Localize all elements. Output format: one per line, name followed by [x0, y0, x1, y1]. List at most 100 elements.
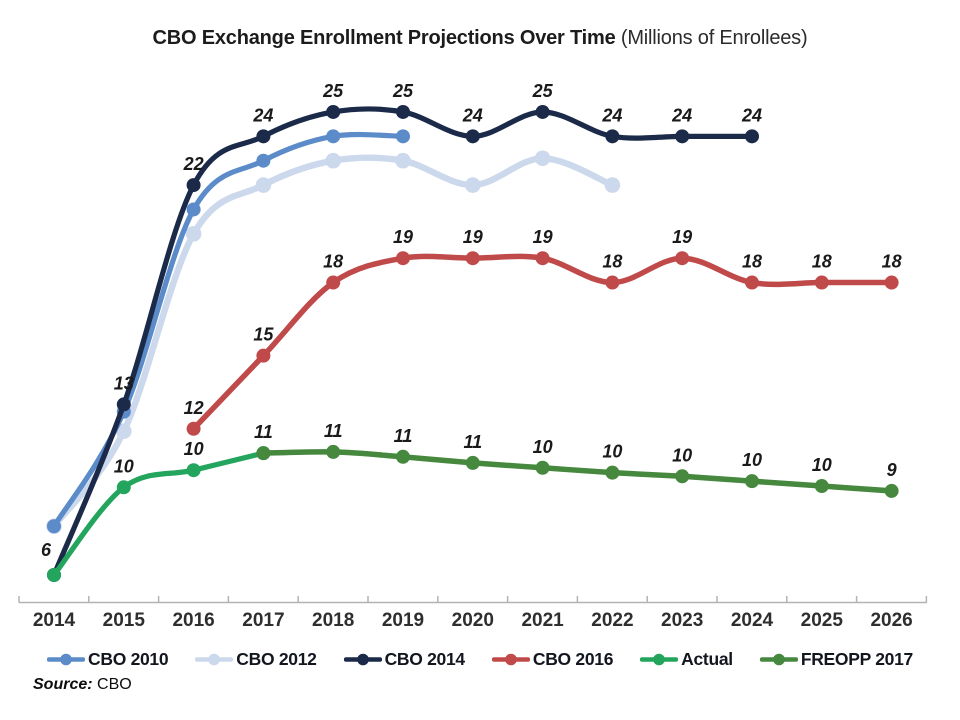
data-point-cbo-2014-2017 [256, 129, 271, 144]
data-label-freopp-2017-2021: 10 [533, 437, 553, 457]
legend-swatch-icon-cbo-2014 [343, 653, 382, 666]
data-point-freopp-2017-2019 [396, 449, 410, 464]
data-label-cbo-2014-2017: 24 [252, 105, 273, 125]
legend-dot-cbo-2010 [60, 653, 72, 666]
series-cbo-2012 [46, 150, 621, 535]
data-label-cbo-2016-2023: 19 [672, 227, 692, 247]
data-label-cbo-2014-2015: 13 [114, 373, 134, 393]
data-label-cbo-2016-2017: 15 [253, 325, 274, 345]
data-label-cbo-2016-2019: 19 [393, 227, 413, 247]
data-label-cbo-2014-2021: 25 [532, 81, 554, 101]
legend-item-actual: Actual [640, 649, 733, 670]
series-line-cbo-2014 [51, 106, 755, 578]
legend-dot-cbo-2016 [505, 653, 517, 666]
data-point-cbo-2014-2023 [675, 129, 690, 144]
data-label-cbo-2016-2020: 19 [463, 227, 483, 247]
data-label-freopp-2017-2019: 11 [394, 426, 413, 446]
data-point-cbo-2012-2020 [465, 177, 481, 193]
source-note: Source: CBO [33, 676, 132, 694]
data-point-cbo-2012-2017 [255, 177, 272, 193]
data-point-cbo-2016-2026 [884, 275, 899, 290]
data-label-cbo-2016-2024: 18 [742, 252, 762, 272]
data-point-cbo-2012-2015 [116, 423, 132, 440]
data-label-cbo-2014-2019: 25 [392, 81, 414, 101]
data-point-freopp-2017-2018 [326, 444, 341, 459]
x-axis: 2014 2015 2016 2017 2018 2019 2020 2021 2022 2023… [18, 596, 928, 631]
series-freopp-2017 [256, 444, 899, 498]
data-point-cbo-2010-2014 [47, 519, 61, 534]
data-label-cbo-2016-2018: 18 [323, 252, 343, 272]
data-point-cbo-2010-2017 [256, 153, 271, 168]
data-labels-layer: 13 22 24 25 25 24 25 24 24 24 12 15 18 19 19 19 18 19 18 18… [41, 81, 902, 560]
data-label-freopp-2017-2025: 10 [812, 455, 832, 475]
legend-dot-cbo-2014 [356, 653, 369, 666]
data-point-actual-2016 [186, 463, 201, 478]
legend-label-cbo-2016: CBO 2016 [532, 649, 614, 669]
legend-label-cbo-2014: CBO 2014 [384, 649, 466, 669]
legend-dot-cbo-2012 [208, 653, 221, 666]
x-axis-label-2016: 2016 [172, 610, 214, 631]
data-point-cbo-2016-2021 [535, 251, 550, 266]
data-point-actual-2015 [116, 480, 131, 495]
x-axis-label-2025: 2025 [801, 610, 844, 631]
data-point-cbo-2014-2020 [465, 129, 480, 144]
legend-label-actual: Actual [681, 649, 733, 669]
data-point-freopp-2017-2026 [884, 483, 899, 498]
x-axis-label-2015: 2015 [103, 610, 146, 631]
data-label-freopp-2017-2023: 10 [672, 445, 692, 465]
data-point-cbo-2014-2022 [605, 129, 620, 144]
data-point-cbo-2012-2022 [604, 177, 621, 193]
x-axis-label-2014: 2014 [33, 610, 76, 631]
legend-dot-actual [653, 653, 665, 666]
data-point-cbo-2016-2018 [326, 275, 341, 290]
legend-swatch-icon-cbo-2012 [195, 653, 234, 666]
data-label-cbo-2016-2021: 19 [533, 227, 553, 247]
data-point-cbo-2012-2016 [185, 226, 202, 242]
series-line-cbo-2016 [190, 253, 895, 432]
data-point-cbo-2014-2024 [745, 129, 759, 144]
data-point-cbo-2012-2018 [325, 152, 342, 169]
page-title: CBO Exchange Enrollment Projections Over… [0, 27, 960, 50]
series-cbo-2016 [186, 251, 899, 436]
data-point-cbo-2016-2022 [605, 275, 620, 290]
data-label-freopp-2017-2022: 10 [602, 442, 622, 462]
series-line-cbo-2012 [50, 154, 616, 530]
data-label-cbo-2016-2022: 18 [602, 252, 622, 272]
data-point-cbo-2010-2016 [186, 202, 201, 217]
data-point-cbo-2014-2015 [116, 397, 131, 412]
data-point-cbo-2012-2019 [395, 152, 411, 169]
chart-title-suffix: (Millions of Enrollees) [615, 27, 808, 49]
source-label: Source: [33, 676, 93, 693]
legend-item-freopp-2017: FREOPP 2017 [759, 649, 913, 670]
series-line-actual [51, 450, 266, 578]
legend-item-cbo-2016: CBO 2016 [491, 649, 614, 670]
legend-swatch-icon-cbo-2010 [47, 653, 86, 666]
data-label-actual-2016: 10 [184, 439, 204, 459]
data-label-cbo-2016-2026: 18 [882, 252, 902, 272]
data-point-cbo-2014-2016 [186, 178, 201, 193]
data-point-freopp-2017-2017 [256, 446, 271, 461]
data-point-cbo-2016-2024 [745, 275, 759, 290]
data-point-freopp-2017-2020 [465, 455, 480, 470]
data-label-freopp-2017-2026: 9 [887, 460, 897, 480]
data-label-cbo-2016-2016: 12 [184, 398, 204, 418]
legend-item-cbo-2012: CBO 2012 [195, 649, 317, 670]
legend-item-cbo-2010: CBO 2010 [47, 649, 169, 670]
data-point-cbo-2016-2017 [256, 348, 271, 363]
data-label-cbo-2014-2024: 24 [741, 105, 762, 125]
data-label-cbo-2014-2018: 25 [322, 81, 344, 101]
legend-label-freopp-2017: FREOPP 2017 [800, 649, 913, 669]
x-axis-label-2018: 2018 [312, 610, 354, 631]
legend-dot-freopp-2017 [773, 653, 785, 666]
x-axis-label-2022: 2022 [591, 610, 633, 631]
legend: CBO 2010 CBO 2012 CBO 2014 CBO 2016 Actual FR… [0, 649, 960, 670]
data-label-freopp-2017-2018: 11 [324, 421, 343, 441]
x-axis-label-2026: 2026 [870, 610, 912, 631]
data-point-freopp-2017-2024 [745, 474, 759, 489]
legend-swatch-icon-freopp-2017 [759, 653, 798, 666]
data-point-freopp-2017-2021 [535, 460, 550, 475]
data-point-cbo-2012-2021 [534, 150, 551, 167]
data-point-actual-2014 [47, 568, 61, 582]
x-axis-label-2017: 2017 [242, 610, 284, 631]
